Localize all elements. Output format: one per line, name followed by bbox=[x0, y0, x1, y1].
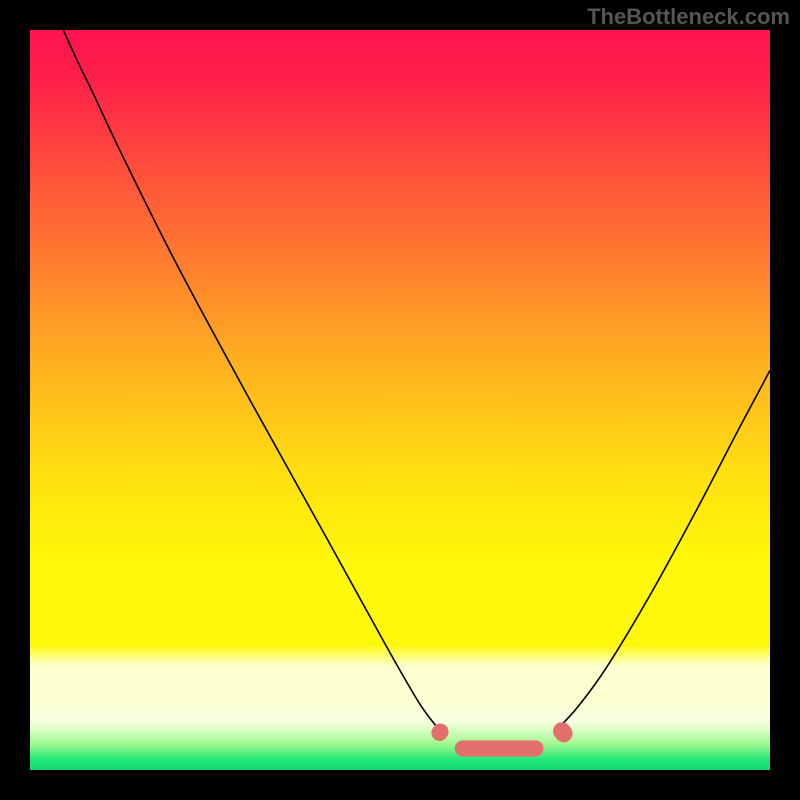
attribution-text: TheBottleneck.com bbox=[587, 4, 790, 30]
chart-background bbox=[30, 30, 770, 770]
marker-bottom-rail bbox=[455, 740, 544, 756]
bottleneck-chart bbox=[0, 0, 800, 800]
